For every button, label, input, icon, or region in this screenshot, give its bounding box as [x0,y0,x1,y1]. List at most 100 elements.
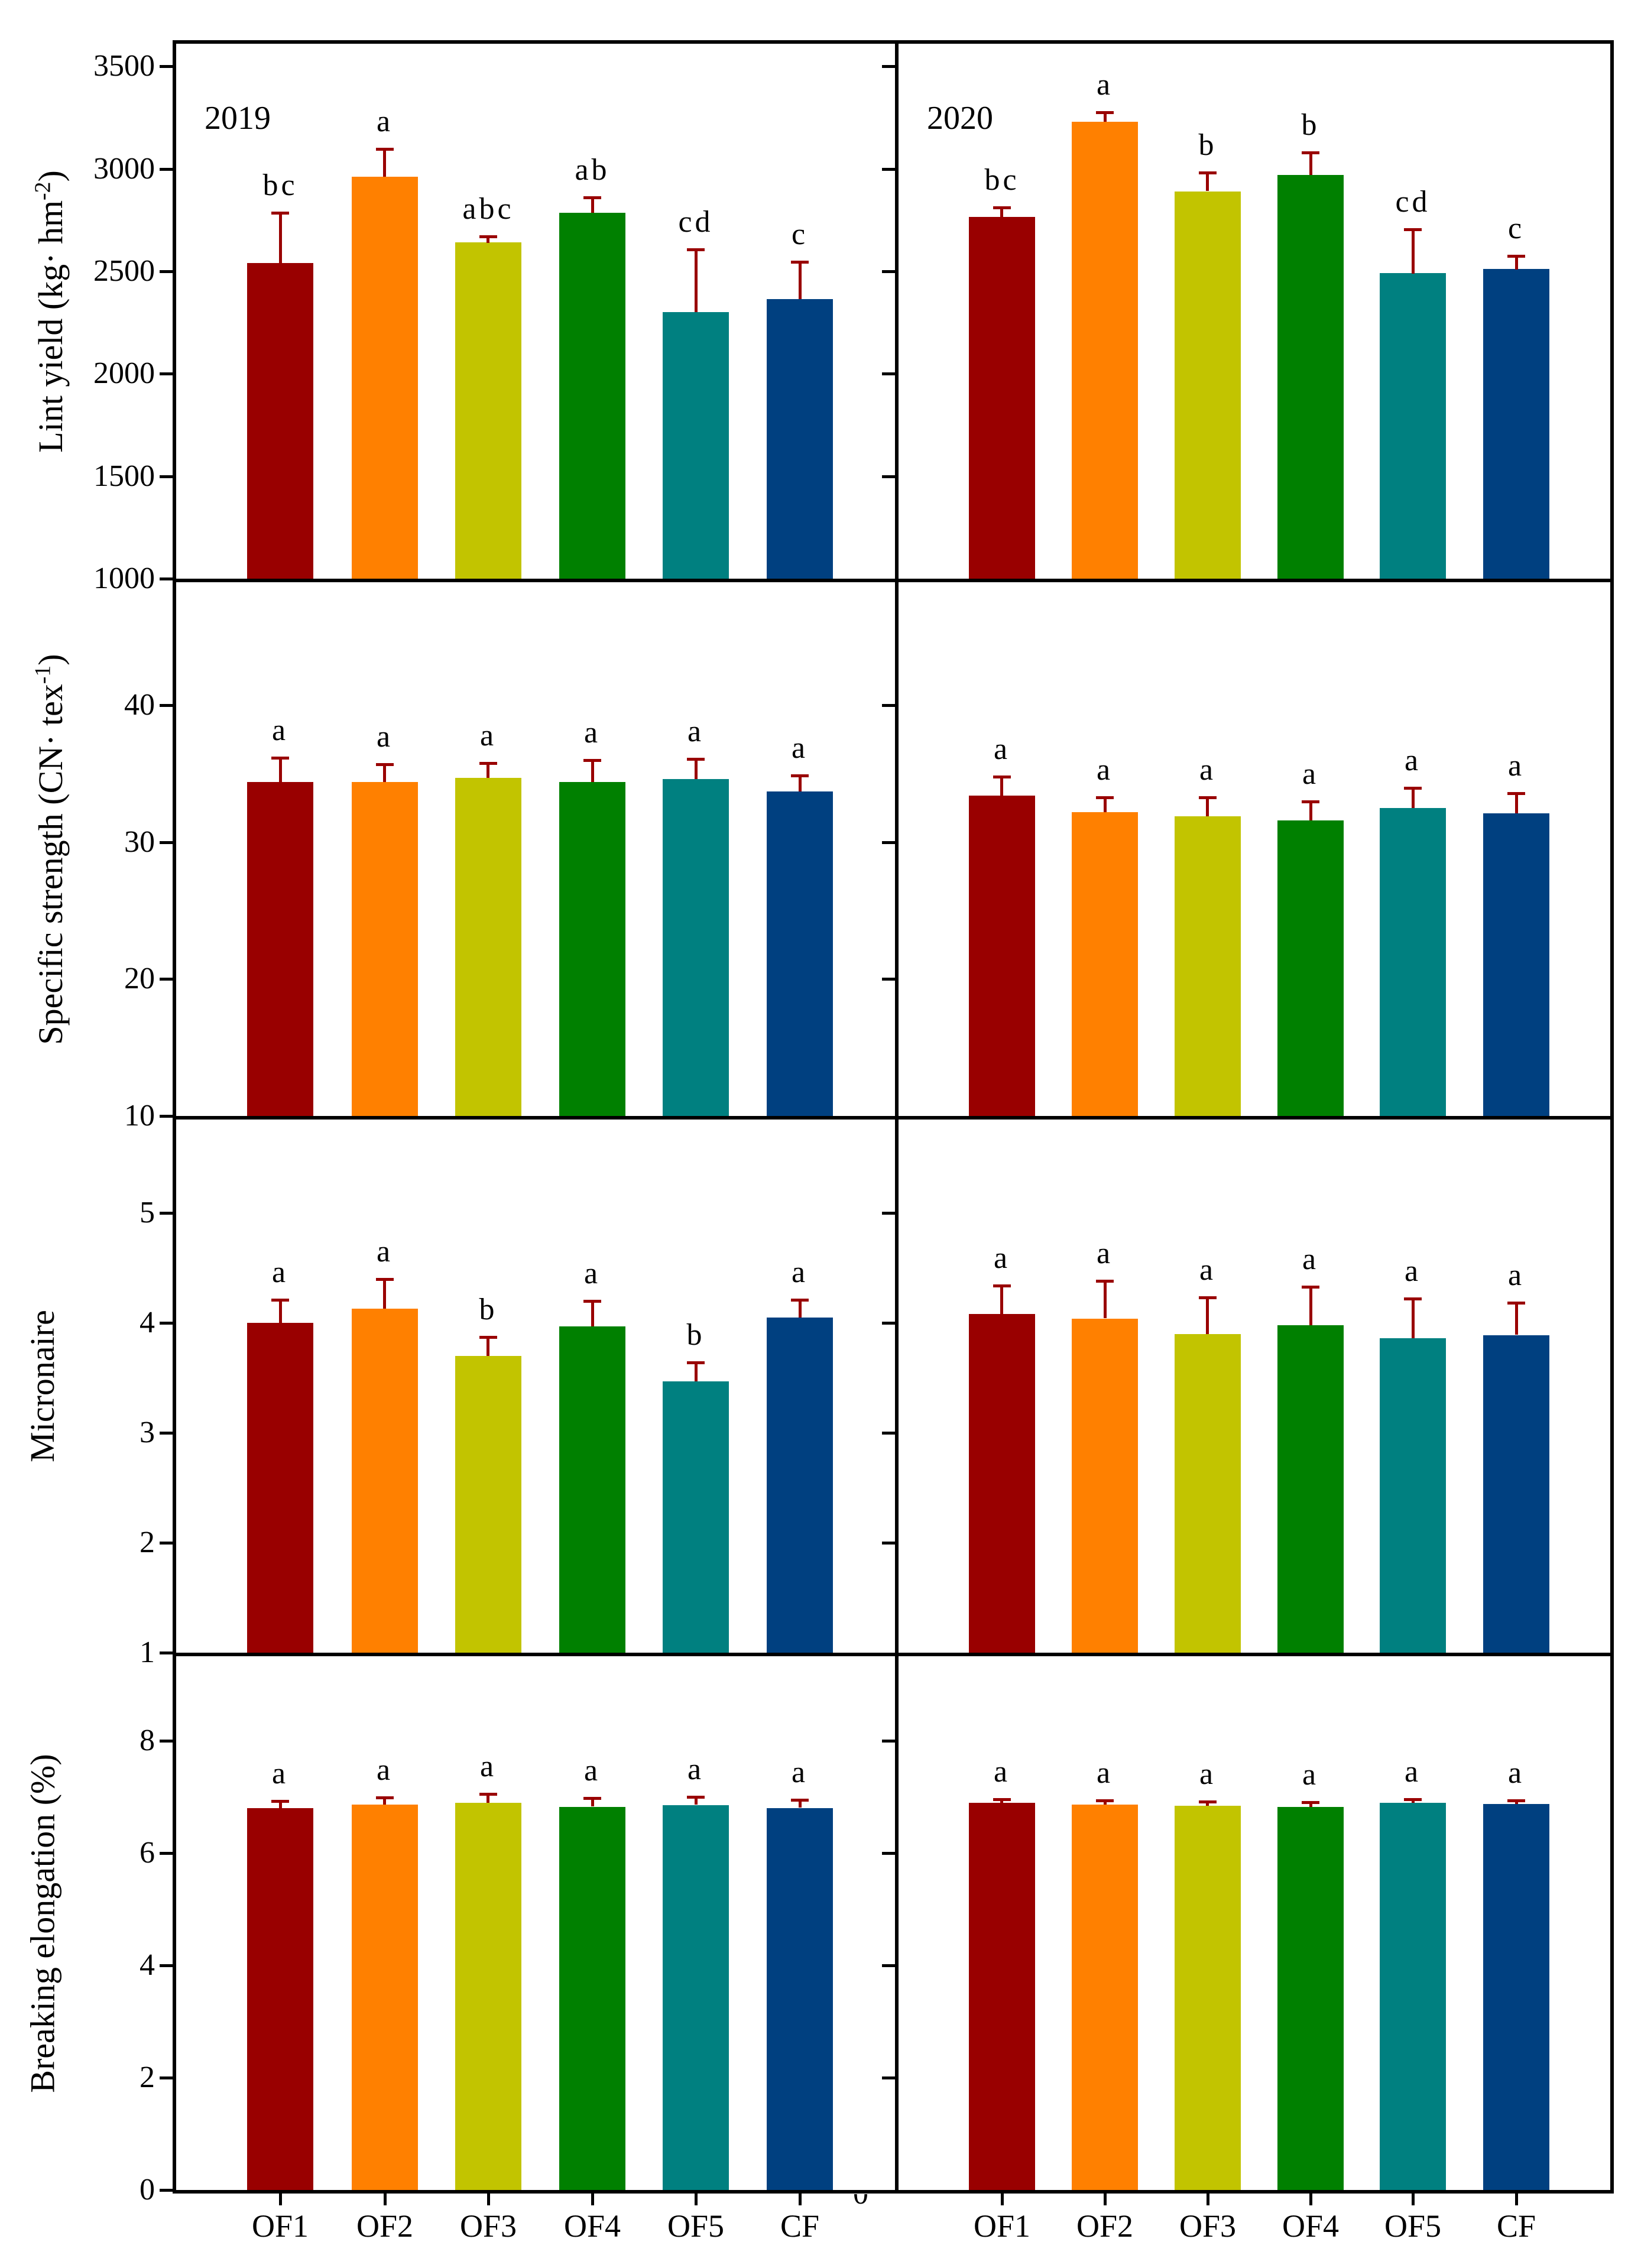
significance-letter: a [1096,68,1114,102]
error-bar-cap [687,758,705,761]
panel-year-label: 2019 [205,100,271,137]
significance-letter: a [1199,1253,1217,1287]
significance-letter: a [791,1255,809,1289]
y-tick-label: 4 [140,1306,155,1339]
error-bar-line [487,764,489,778]
x-tick-label-OF4: OF4 [563,2208,621,2244]
y-tick-mark [160,372,173,375]
error-bar-cap [1096,1280,1114,1283]
y-tick-mark [160,2189,173,2192]
error-bar-line [695,1798,698,1805]
clipped-zero-glyph: 0 [845,2194,876,2207]
significance-letter: a [791,731,809,765]
significance-letter: a [1096,753,1114,787]
error-bar-cap [1507,255,1525,258]
y-tick-label: 2 [140,1526,155,1559]
bar-OF3-left [455,1803,521,2190]
bar-CF-left [767,299,833,579]
y-tick-label: 8 [140,1724,155,1757]
y-tick-label: 2000 [93,356,155,390]
panel-horizontal-border [173,579,1614,582]
x-tick-label-OF5: OF5 [1384,2208,1442,2244]
y-tick-mark [160,1740,173,1743]
significance-letter: a [479,719,497,752]
error-bar-line [591,1799,594,1806]
error-bar-line [487,238,489,243]
bar-OF5-right [1380,1803,1446,2190]
error-bar-line [1000,1287,1003,1314]
panel-right-border [1610,40,1614,2194]
error-bar-cap [993,1284,1011,1287]
error-bar-cap [1096,111,1114,114]
bar-OF1-left [247,1323,313,1653]
significance-letter: a [376,105,394,138]
error-bar-line [799,1301,802,1318]
bar-OF2-right [1072,122,1138,579]
error-bar-line [1412,1300,1415,1338]
divider-y-tick-mark [882,168,895,171]
y-axis-line [173,40,176,2194]
error-bar-line [591,761,594,782]
significance-letter: a [1404,1755,1422,1789]
significance-letter: a [583,1754,601,1787]
error-bar-line [1000,778,1003,796]
error-bar-cap [1199,1296,1217,1299]
bar-OF5-left [663,312,729,579]
error-bar-line [1206,1803,1209,1806]
error-bar-cap [376,1796,394,1799]
significance-letter: a [271,713,289,747]
clipped-zero-tick-label: 0 [845,2194,876,2207]
significance-letter: a [791,1756,809,1789]
significance-letter: a [376,1235,394,1268]
bar-CF-left [767,1318,833,1653]
divider-y-tick-mark [882,841,895,844]
error-bar-line [1515,1304,1518,1335]
x-tick-mark [1001,2194,1004,2205]
error-bar-cap [583,1300,601,1303]
y-tick-mark [160,1115,173,1118]
error-bar-cap [479,762,497,765]
error-bar-line [1515,1802,1518,1804]
x-tick-mark [279,2194,282,2205]
x-tick-mark [1207,2194,1209,2205]
significance-letter: a [583,716,601,749]
y-axis-title-close: ) [31,654,70,666]
bar-CF-right [1483,269,1549,579]
error-bar-cap [271,1800,289,1803]
significance-letter: c [791,218,809,251]
y-tick-label: 1000 [93,562,155,595]
y-tick-mark [160,841,173,844]
error-bar-line [1309,154,1312,175]
y-axis-title-text: Lint yield (kg· hm [31,200,70,453]
bar-OF1-left [247,782,313,1116]
error-bar-cap [993,1798,1011,1801]
significance-letter: a [687,715,705,748]
error-bar-line [487,1338,489,1356]
error-bar-line [1412,231,1415,274]
y-tick-mark [160,1651,173,1654]
significance-letter: b [1301,108,1320,142]
error-bar-cap [993,206,1011,209]
divider-y-tick-mark [882,65,895,68]
bar-CF-right [1483,813,1549,1116]
error-bar-cap [479,1793,497,1796]
error-bar-cap [687,1796,705,1799]
significance-letter: ab [575,153,610,187]
bar-CF-left [767,1808,833,2190]
bar-OF2-left [352,1309,418,1653]
y-tick-label: 2500 [93,254,155,288]
error-bar-line [695,760,698,779]
error-bar-line [1206,799,1209,816]
significance-letter: b [1198,128,1217,162]
y-tick-mark [160,1212,173,1215]
error-bar-cap [271,212,289,215]
significance-letter: a [1507,749,1525,783]
y-tick-mark [160,1542,173,1545]
error-bar-cap [1507,1302,1525,1305]
x-tick-mark [487,2194,490,2205]
error-bar-line [799,1801,802,1808]
x-tick-mark [1104,2194,1107,2205]
error-bar-line [1309,1288,1312,1325]
error-bar-cap [1507,792,1525,795]
